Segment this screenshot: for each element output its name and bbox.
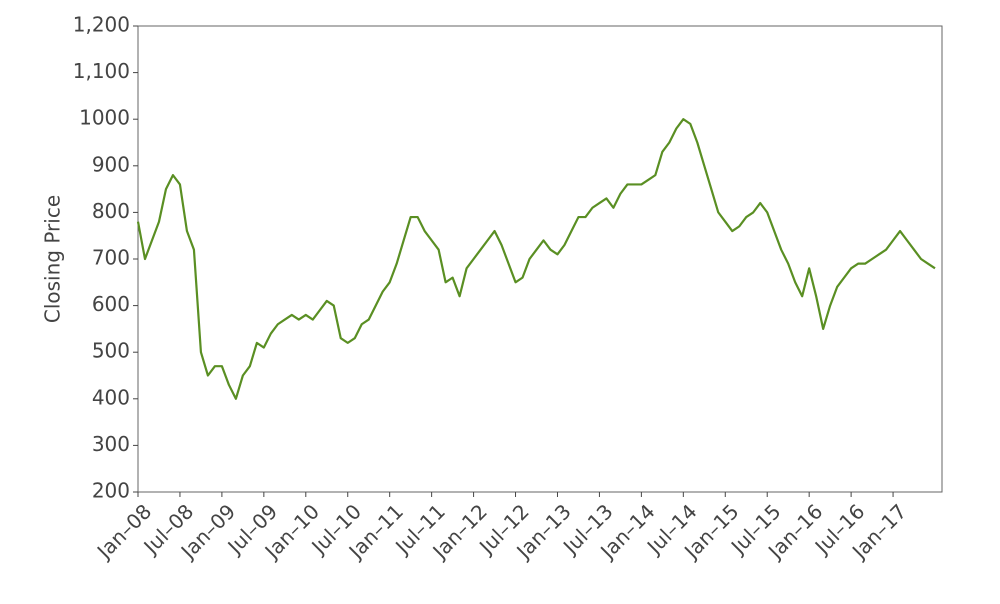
- y-tick-label: 600: [92, 292, 130, 316]
- y-tick-label: 1,200: [73, 13, 130, 37]
- plot-frame: [137, 25, 943, 493]
- y-tick-label: 800: [92, 199, 130, 223]
- y-tick-label: 500: [92, 339, 130, 363]
- y-tick-label: 1,100: [73, 59, 130, 83]
- y-tick-label: 1000: [79, 106, 130, 130]
- y-tick-label: 300: [92, 432, 130, 456]
- y-tick-label: 700: [92, 246, 130, 270]
- x-tick-label: Jan–08: [91, 499, 156, 564]
- y-tick-label: 900: [92, 152, 130, 176]
- y-axis-label: Closing Price: [41, 195, 65, 323]
- price-line: [136, 118, 936, 400]
- y-tick-label: 200: [92, 479, 130, 503]
- y-tick-label: 400: [92, 385, 130, 409]
